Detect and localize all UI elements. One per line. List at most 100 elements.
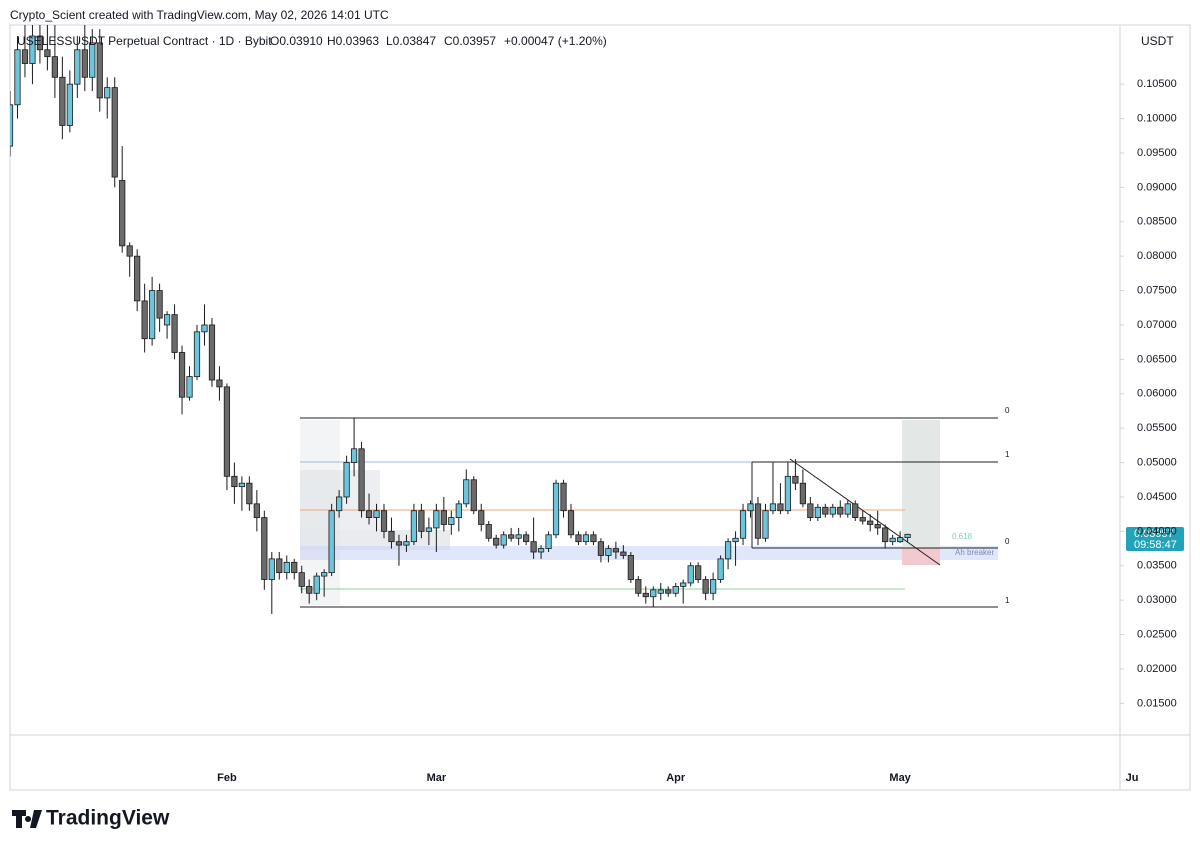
candle-body	[635, 579, 642, 594]
ohlc-close: C0.03957	[444, 34, 496, 48]
candle-body	[193, 331, 201, 377]
candle-body	[36, 35, 44, 51]
candle-body	[276, 558, 283, 574]
candle-body	[201, 324, 208, 333]
candle-body	[365, 510, 373, 518]
candle-body	[605, 548, 612, 556]
candle-body	[889, 537, 896, 543]
candle-body	[268, 558, 275, 580]
candle-body	[717, 558, 724, 580]
candle-body	[777, 503, 784, 512]
candle-body	[650, 589, 657, 598]
candle-body	[81, 49, 88, 78]
candle-body	[904, 533, 911, 538]
candle-body	[620, 551, 627, 556]
candle-body	[470, 479, 477, 512]
candle-body	[867, 520, 874, 525]
candle-body	[149, 290, 156, 340]
candle-body	[784, 475, 792, 512]
candle-body	[695, 565, 702, 580]
fib-label: 0.618	[952, 532, 973, 541]
candle-body	[485, 524, 492, 539]
zone-label: Ah breaker	[955, 548, 994, 557]
candle-body	[313, 575, 320, 594]
candle-body	[328, 510, 335, 574]
y-tick-label: 0.07000	[1137, 319, 1177, 331]
currency: USDT	[1141, 34, 1174, 48]
y-tick-label: 0.09000	[1137, 181, 1177, 193]
candle-body	[545, 534, 552, 549]
plot	[10, 25, 998, 614]
candle-body	[253, 503, 260, 518]
y-tick-label: 0.05000	[1137, 456, 1177, 468]
candle-body	[582, 534, 590, 543]
change: +0.00047 (+1.20%)	[504, 34, 607, 48]
candle-body	[261, 517, 268, 580]
candle-body	[171, 314, 178, 353]
x-tick-label: Apr	[666, 772, 686, 784]
y-tick-label: 0.08500	[1137, 216, 1177, 228]
ohlc-open: O0.03910	[270, 34, 323, 48]
candle-body	[792, 475, 799, 484]
candle-body	[642, 592, 649, 598]
symbol: USELESSUSDT Perpetual Contract · 1D · By…	[17, 34, 272, 48]
breaker-zone	[300, 546, 998, 560]
y-tick-label: 0.06500	[1137, 353, 1177, 365]
y-tick-label: 0.05500	[1137, 422, 1177, 434]
logo-text: TradingView	[46, 807, 170, 830]
chart-frame	[9, 24, 1191, 791]
y-tick-label: 0.02000	[1137, 663, 1177, 675]
candle-body	[523, 534, 530, 543]
candle-body	[874, 524, 881, 529]
candle-body	[21, 49, 29, 64]
x-tick-label: Ju	[1126, 772, 1139, 784]
candle-body	[433, 510, 440, 529]
y-tick-label: 0.10000	[1137, 112, 1177, 124]
candle-body	[852, 503, 859, 518]
candle-body	[208, 324, 216, 381]
candle-body	[807, 503, 814, 518]
candle-body	[380, 510, 388, 532]
y-tick-label: 0.10500	[1137, 78, 1177, 90]
candle-body	[627, 555, 634, 580]
candle-body	[590, 534, 597, 543]
candle-body	[882, 527, 889, 543]
candle-body	[350, 448, 358, 463]
candle-body	[814, 506, 821, 518]
candle-body	[844, 503, 851, 515]
candle-body	[822, 506, 829, 515]
fib-label: 1	[1005, 596, 1010, 605]
candle-body	[440, 510, 447, 525]
candle-body	[657, 589, 664, 594]
candle-body	[493, 537, 500, 546]
candle-body	[395, 541, 403, 546]
candle-body	[291, 561, 298, 574]
candle-body	[403, 541, 410, 546]
candle-body	[321, 572, 328, 577]
candle-body	[425, 527, 432, 532]
candle-body	[710, 579, 717, 594]
candle-body	[672, 585, 679, 594]
candles	[10, 25, 911, 614]
candle-body	[231, 475, 238, 488]
candle-body	[66, 83, 73, 126]
candle-body	[126, 245, 133, 257]
candle-body	[799, 482, 806, 505]
last-price-badge	[1126, 527, 1184, 551]
candle-body	[10, 104, 14, 147]
candle-body	[134, 255, 141, 302]
candle-body	[186, 376, 193, 398]
candle-body	[119, 180, 126, 247]
candle-body	[104, 87, 111, 99]
candle-body	[44, 49, 51, 58]
candle-body	[508, 534, 515, 539]
candle-body	[216, 379, 223, 388]
candle-body	[29, 35, 36, 64]
position-loss	[902, 548, 940, 565]
y-tick-label: 0.08000	[1137, 250, 1177, 262]
candle-body	[51, 56, 58, 78]
logo: TradingView	[12, 807, 170, 830]
candle-body	[163, 314, 171, 326]
y-tick-label: 0.04500	[1137, 491, 1177, 503]
